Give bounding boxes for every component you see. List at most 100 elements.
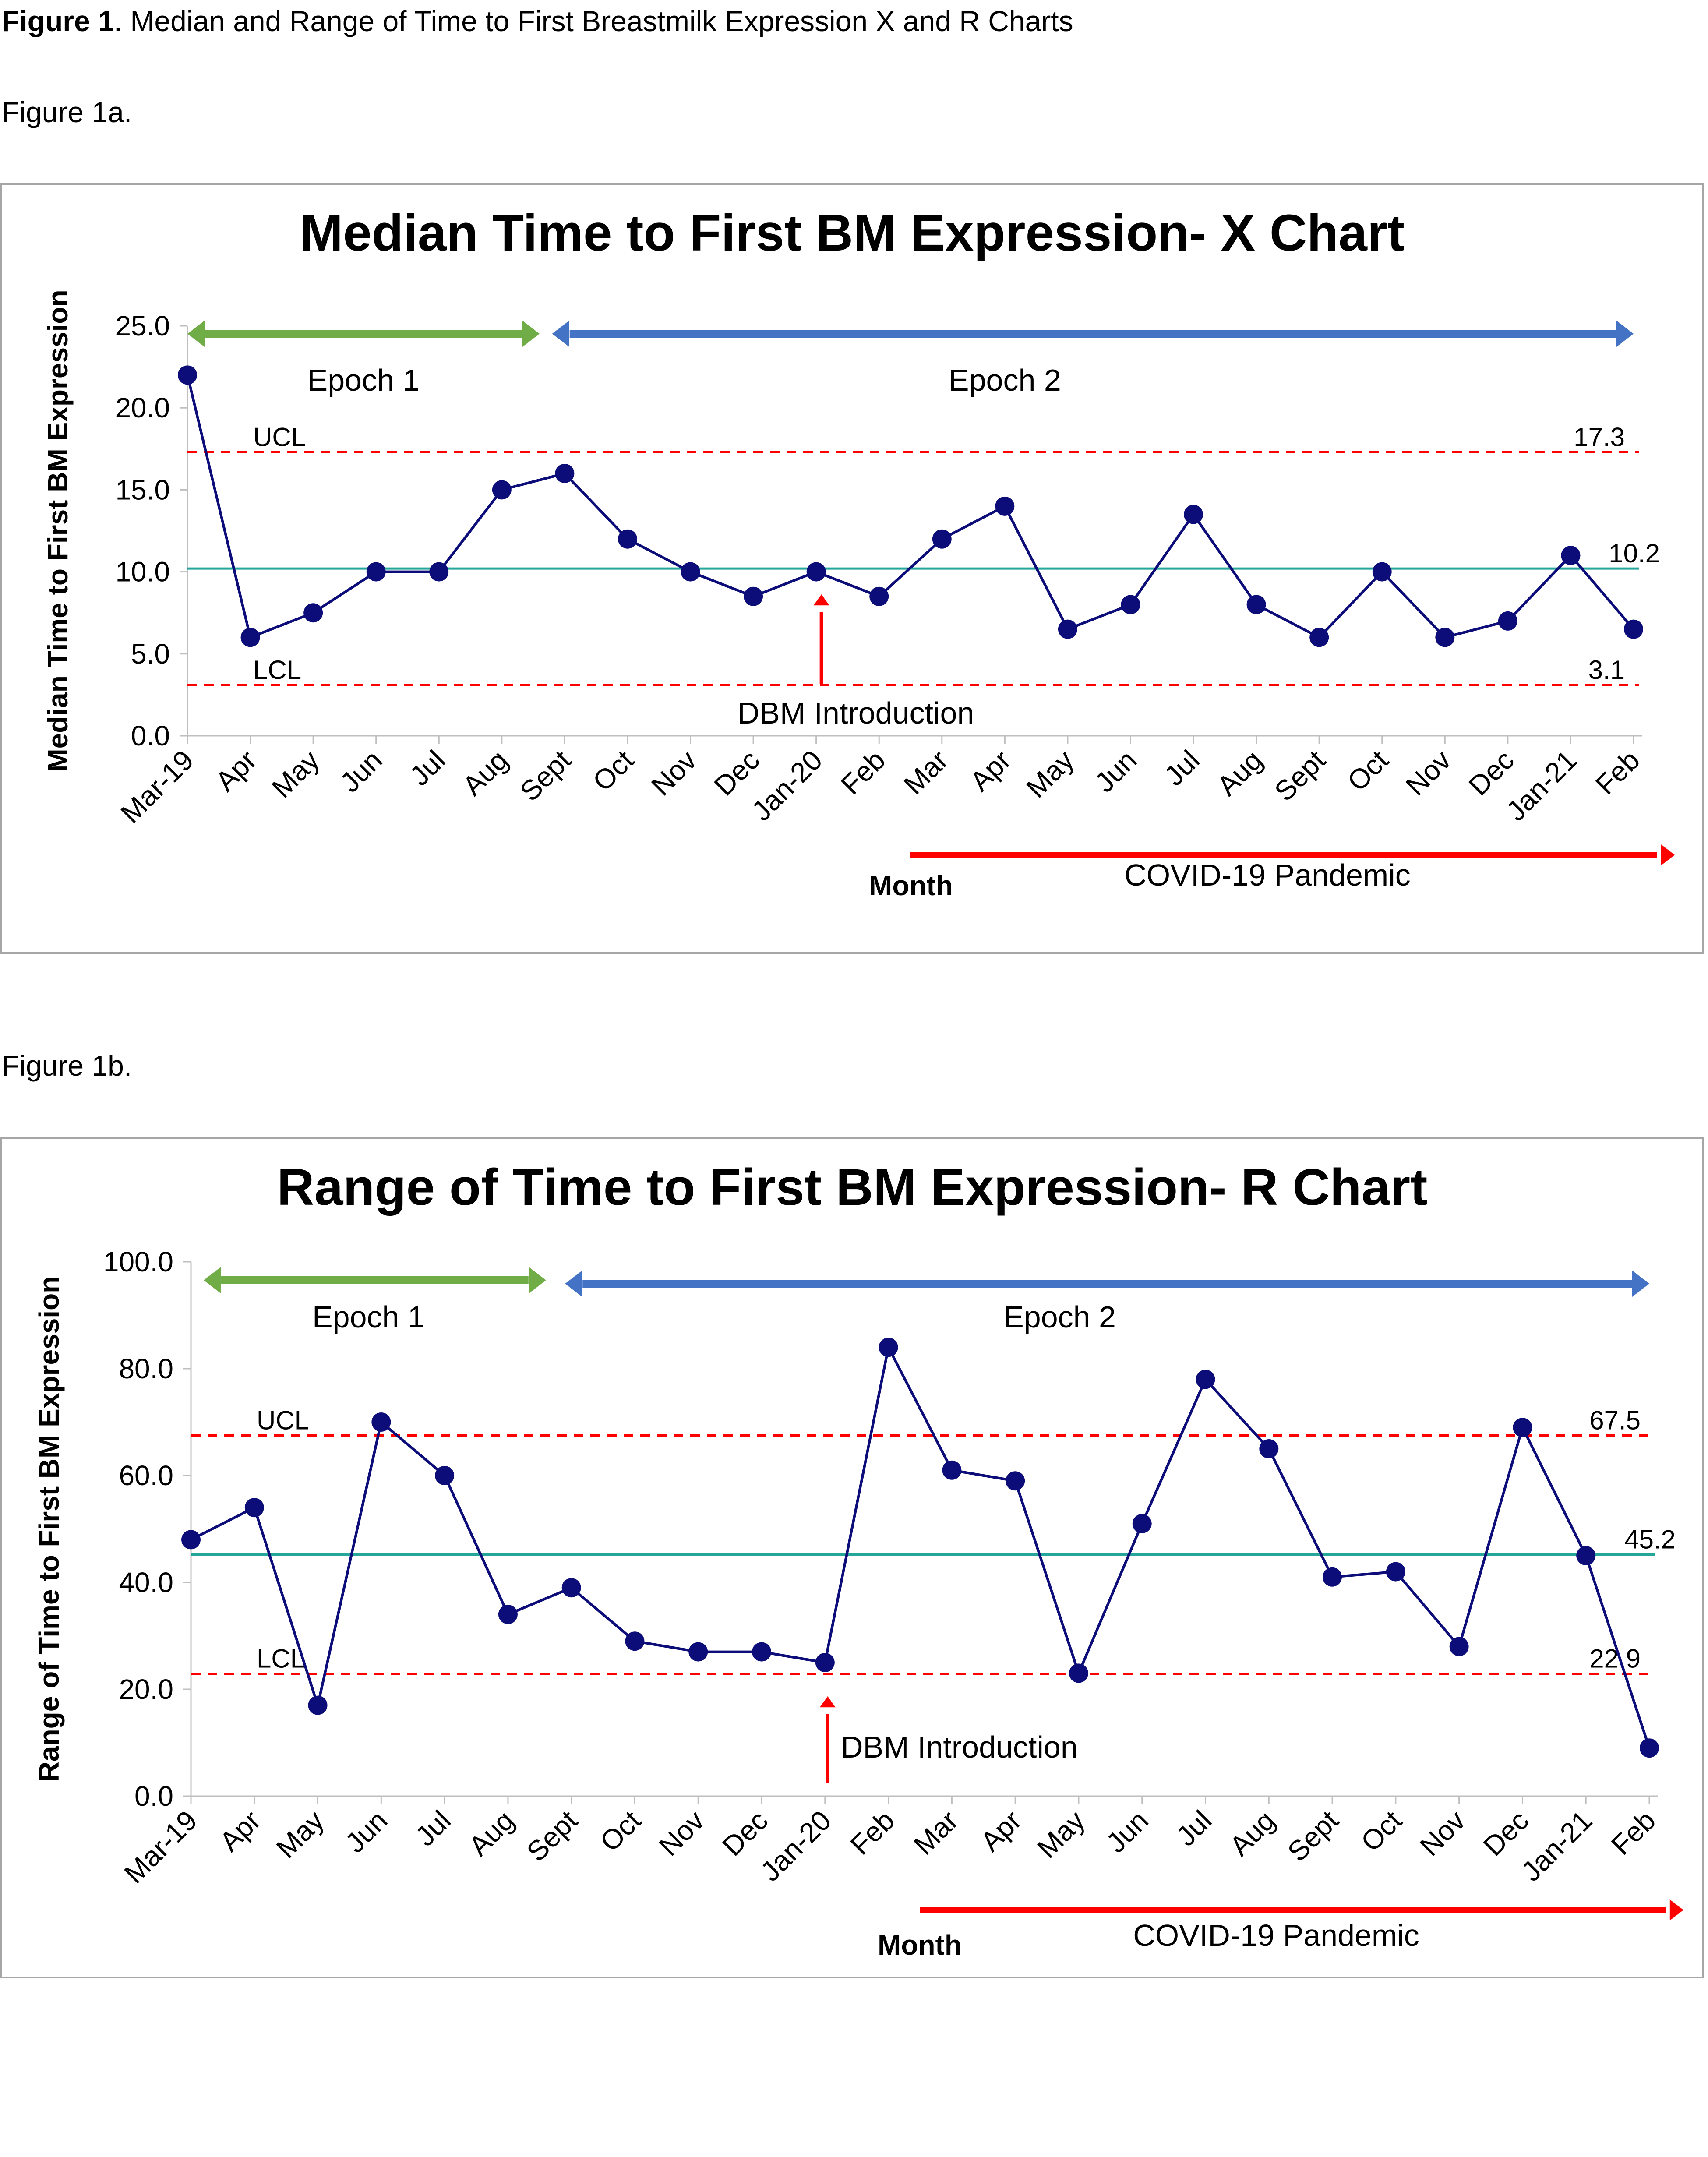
x-chart-epoch-1-arrow-left-head (187, 321, 205, 347)
x-chart-data-point (995, 496, 1015, 516)
r-chart-x-tick-label: Jan-21 (1515, 1804, 1598, 1887)
x-chart-data-point (681, 562, 700, 582)
r-chart-data-point (1640, 1738, 1659, 1758)
x-chart-epoch-2-label: Epoch 2 (949, 363, 1061, 397)
r-chart-x-tick-label: Sept (521, 1804, 584, 1868)
x-chart-covid-arrow-head (1661, 844, 1675, 865)
x-chart-ucl-value-label: 17.3 (1574, 422, 1625, 452)
figure-caption: Figure 1. Median and Range of Time to Fi… (2, 4, 1073, 38)
x-chart-x-tick-label: Oct (587, 744, 640, 797)
x-chart-data-point (492, 480, 512, 500)
x-chart-data-point (618, 529, 637, 549)
x-chart-epoch-1-label: Epoch 1 (307, 363, 420, 397)
r-chart-y-tick-label: 20.0 (119, 1673, 173, 1705)
x-chart-data-point (806, 562, 826, 582)
x-chart-data-point (555, 463, 575, 483)
x-chart-x-tick-label: Jun (1089, 744, 1143, 798)
r-chart-data-point (308, 1695, 328, 1715)
r-chart-y-tick-label: 80.0 (119, 1353, 173, 1384)
x-chart-ucl-name: UCL (253, 422, 306, 452)
x-chart-dbm-arrow-head (813, 594, 829, 606)
r-chart-epoch-2-arrow-left-head (565, 1271, 582, 1297)
r-chart-x-axis-label: Month (878, 1929, 962, 1961)
r-chart-data-point (1069, 1663, 1088, 1683)
r-chart-data-point (688, 1642, 708, 1662)
r-chart-x-tick-label: Dec (1477, 1804, 1535, 1862)
r-chart-x-tick-label: Apr (213, 1804, 266, 1857)
r-chart-x-tick-label: Nov (653, 1804, 710, 1862)
r-chart-dbm-arrow-head (819, 1696, 836, 1708)
figure-1a-label: Figure 1a. (2, 96, 132, 128)
r-chart-x-tick-label: Aug (462, 1804, 520, 1862)
x-chart-data-point (1561, 546, 1581, 565)
x-chart-data-point (1246, 595, 1266, 614)
x-chart-dbm-label: DBM Introduction (738, 696, 974, 730)
r-chart-x-tick-label: May (270, 1804, 330, 1864)
figure-caption-prefix: Figure 1 (2, 5, 114, 37)
r-chart-x-tick-label: May (1031, 1804, 1090, 1864)
x-chart-epoch-1-arrow-right-head (522, 321, 540, 347)
r-chart-data-point (1323, 1567, 1342, 1587)
r-chart-x-tick-label: Mar-19 (118, 1804, 203, 1889)
r-chart-x-tick-label: Jan-20 (754, 1804, 837, 1887)
x-chart-data-point (1184, 505, 1203, 524)
r-chart-covid-label: COVID-19 Pandemic (1133, 1918, 1419, 1952)
r-chart-x-tick-label: Apr (974, 1804, 1027, 1857)
figure-caption-text: . Median and Range of Time to First Brea… (114, 5, 1073, 37)
x-chart-data-point (1121, 595, 1140, 614)
r-chart-data-point (1386, 1562, 1405, 1582)
r-chart-data-point (1576, 1546, 1596, 1565)
r-chart-epoch-1-arrow-right-head (529, 1267, 546, 1293)
x-chart-x-tick-label: Jul (403, 744, 451, 792)
x-chart-x-tick-label: Mar (898, 744, 954, 801)
r-chart-data-point (371, 1412, 391, 1432)
r-chart-ucl-name: UCL (257, 1406, 309, 1435)
r-chart-data-point (1513, 1418, 1532, 1437)
r-chart-epoch-2-arrow-right-head (1632, 1271, 1649, 1297)
x-chart-lcl-value-label: 3.1 (1588, 655, 1625, 685)
r-chart-data-point (1259, 1439, 1279, 1458)
r-chart-data-point (752, 1642, 772, 1662)
r-chart-y-tick-label: 100.0 (103, 1246, 173, 1278)
r-chart-data-point (1449, 1637, 1469, 1656)
r-chart-data-point (561, 1578, 581, 1598)
r-chart-x-tick-label: Feb (1605, 1804, 1662, 1861)
r-chart-lcl-name: LCL (257, 1644, 305, 1673)
x-chart-epoch-2-arrow-right-head (1616, 321, 1634, 347)
r-chart-epoch-1-arrow-left-head (203, 1267, 221, 1293)
r-chart-epoch-1-label: Epoch 1 (312, 1300, 425, 1334)
x-chart-x-tick-label: Aug (456, 744, 514, 801)
x-chart-x-tick-label: Apr (209, 744, 262, 797)
r-chart-ucl-value-label: 67.5 (1589, 1406, 1641, 1435)
r-chart-data-point (1196, 1370, 1215, 1389)
x-chart-x-tick-label: Sept (514, 744, 577, 807)
r-chart-svg: Range of Time to First BM Expression- R … (33, 1158, 1683, 1961)
x-chart-data-point (932, 529, 952, 549)
x-chart-x-tick-label: Jun (334, 744, 388, 798)
r-chart-data-point (879, 1338, 898, 1357)
figure-1b-label: Figure 1b. (2, 1049, 132, 1082)
x-chart-y-tick-label: 10.0 (115, 556, 170, 588)
r-chart-x-tick-label: Feb (844, 1804, 901, 1861)
x-chart-x-axis-label: Month (869, 870, 953, 901)
x-chart-data-point (1058, 619, 1077, 639)
x-chart-data-point (1372, 562, 1392, 582)
x-chart-covid-label: COVID-19 Pandemic (1124, 858, 1411, 892)
x-chart-x-tick-label: Mar-19 (115, 744, 200, 829)
x-chart-x-tick-label: Nov (645, 744, 702, 801)
x-chart-y-tick-label: 5.0 (131, 638, 170, 670)
x-chart-data-point (1309, 628, 1329, 647)
r-chart-lcl-value-label: 22.9 (1589, 1644, 1641, 1673)
r-chart-y-tick-label: 60.0 (119, 1460, 173, 1491)
r-chart-x-tick-label: Mar (907, 1804, 964, 1861)
r-chart-title: Range of Time to First BM Expression- R … (277, 1158, 1428, 1216)
x-chart-data-point (178, 365, 197, 385)
x-chart-x-tick-label: Apr (964, 744, 1017, 797)
r-chart-x-tick-label: Jul (1170, 1804, 1218, 1852)
r-chart-x-tick-label: Oct (594, 1804, 647, 1857)
r-chart-epoch-2-label: Epoch 2 (1003, 1300, 1116, 1334)
x-chart-y-tick-label: 0.0 (131, 720, 170, 752)
x-chart-x-tick-label: Oct (1341, 744, 1394, 797)
x-chart-x-tick-label: Aug (1211, 744, 1268, 801)
x-chart-x-tick-label: Feb (1589, 744, 1646, 801)
